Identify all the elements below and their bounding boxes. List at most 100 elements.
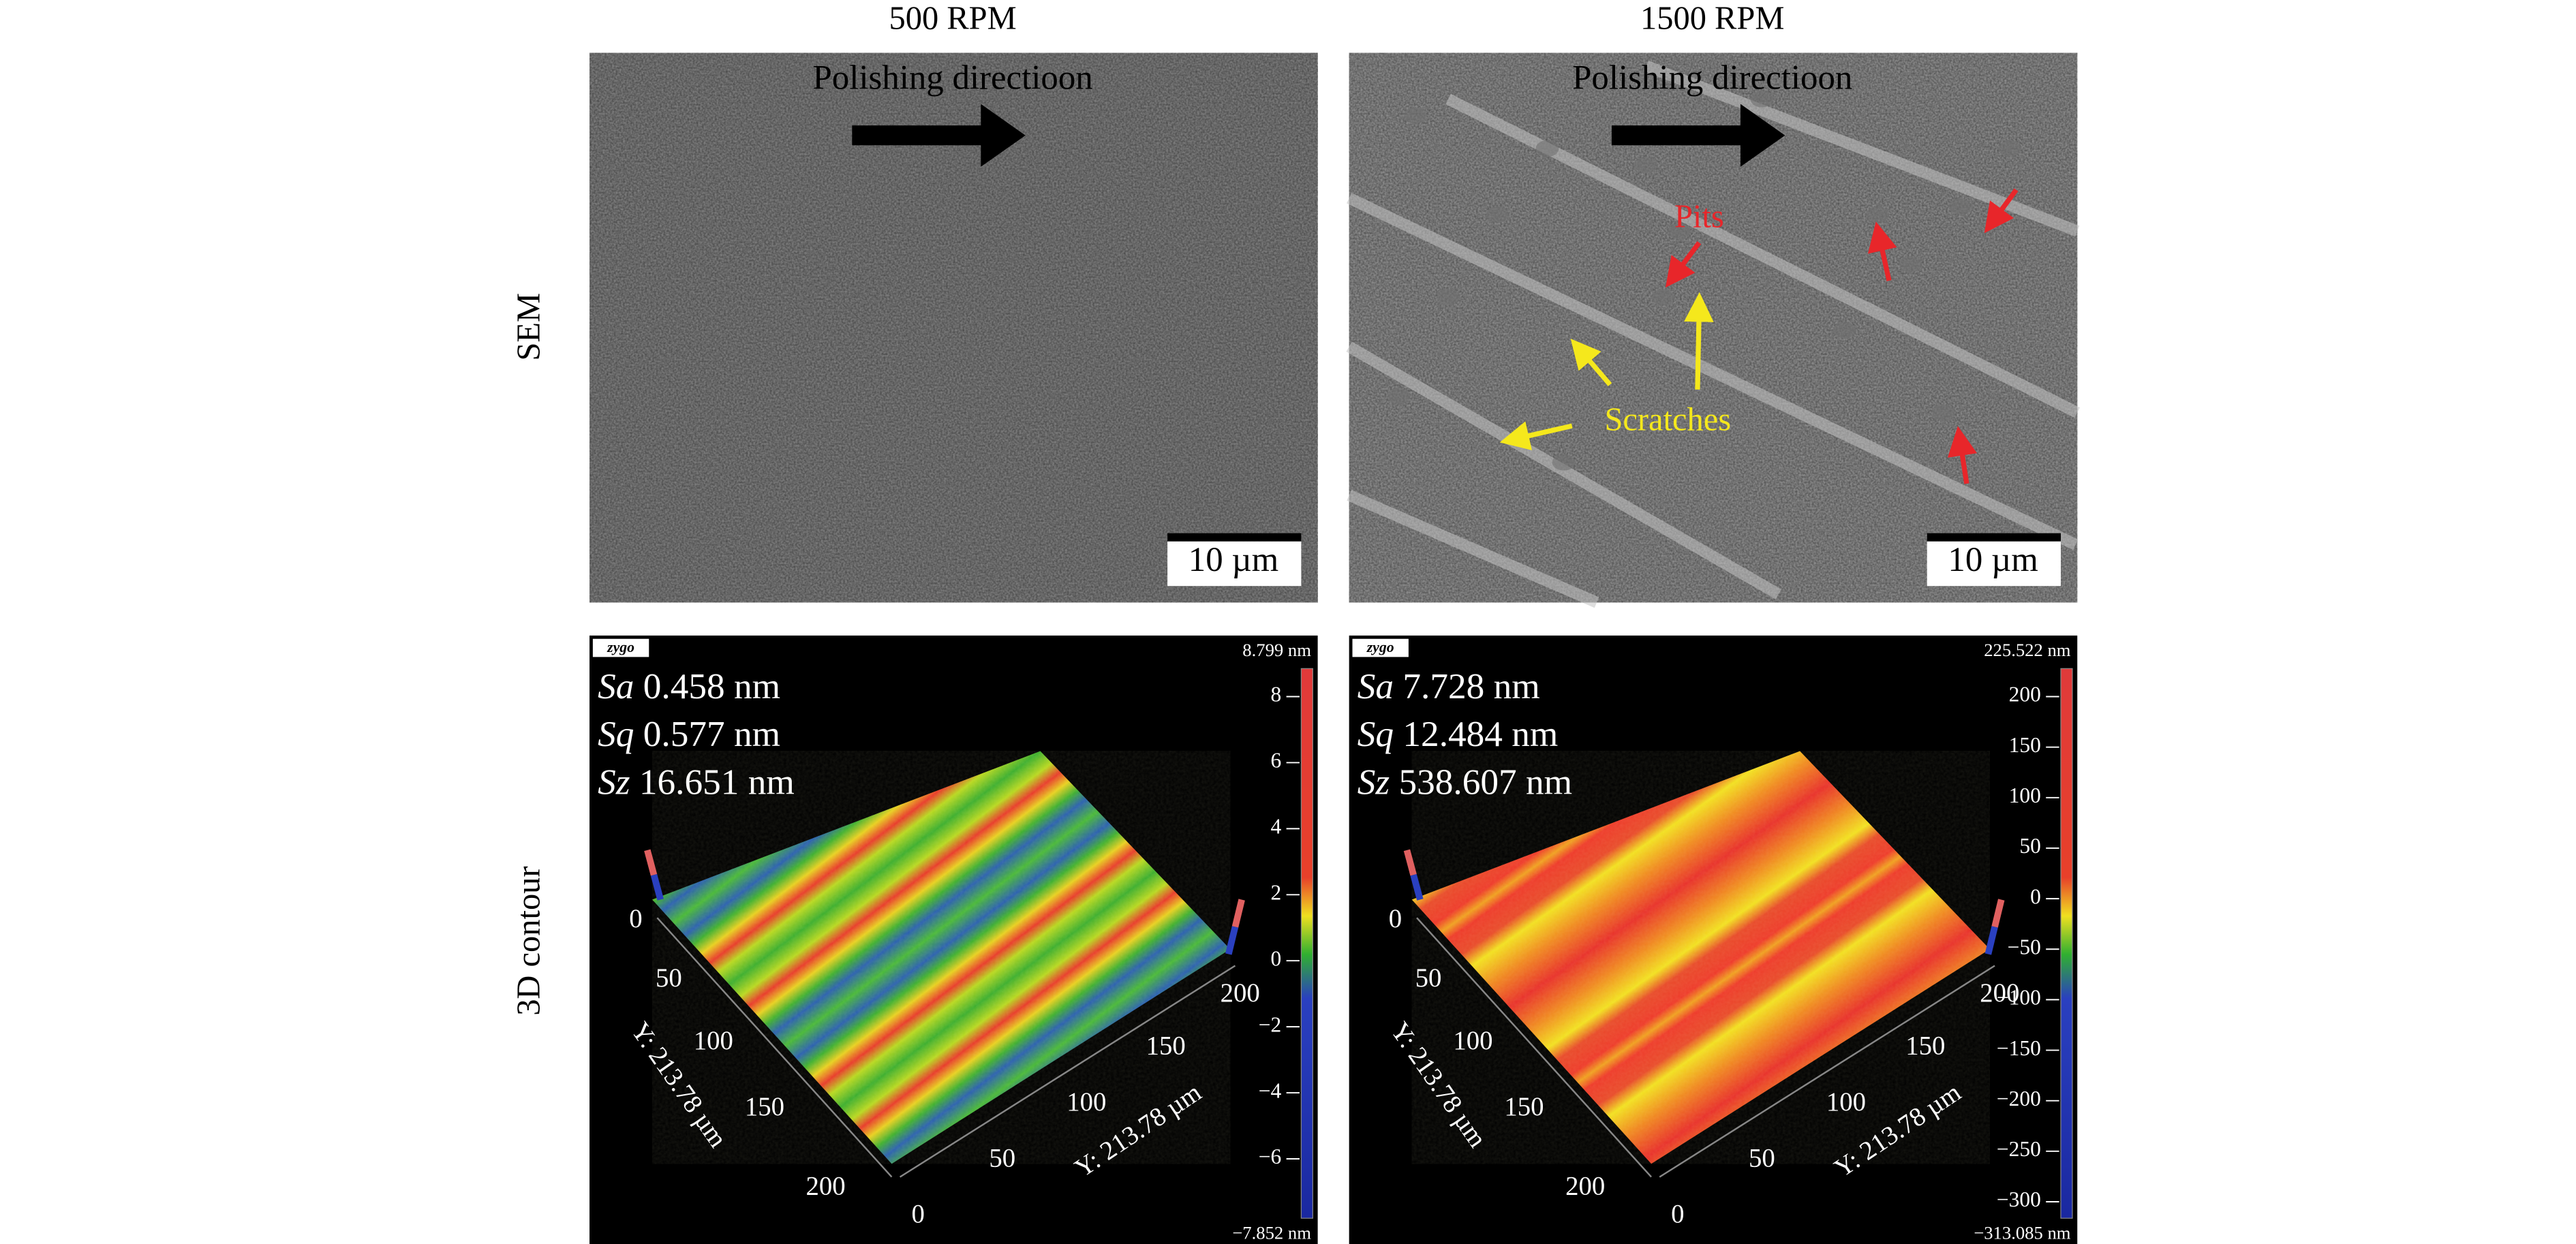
roughness-value: 16.651 nm: [639, 762, 795, 803]
color-bar: [2060, 668, 2073, 1219]
scale-box: [1167, 541, 1302, 587]
axis-tick-label: 0: [629, 904, 642, 933]
pit: [1651, 289, 1674, 306]
corner-post: [1410, 873, 1424, 901]
pit: [1866, 206, 1889, 223]
scratch-arrow: [1684, 292, 1714, 390]
axis-tick-label: 50: [1415, 963, 1442, 993]
scale-tick-label: −200: [1997, 1087, 2041, 1110]
scale-tick-label: −50: [2008, 935, 2041, 959]
axis-tick-label: 0: [1671, 1200, 1684, 1229]
axis-tick-label: 100: [694, 1026, 733, 1055]
scratch-arrow: [1499, 421, 1573, 450]
axis-tick-label: 50: [989, 1143, 1015, 1172]
scale-label: 10 µm: [1948, 541, 2038, 579]
scale-tick-label: 0: [2030, 884, 2041, 908]
axis-tick-label: 50: [1749, 1143, 1775, 1172]
roughness-param: Sz: [598, 762, 630, 803]
pit: [1634, 157, 1658, 174]
scale-tick-label: −100: [1997, 986, 2041, 1010]
axis-tick-label: 150: [1504, 1092, 1544, 1121]
scale-tick-label: −2: [1259, 1012, 1282, 1036]
scale-box: [1927, 541, 2061, 587]
roughness-label: Sa 7.728 nm: [1358, 666, 1540, 706]
scratch-streak: [1347, 193, 2079, 550]
pit: [1387, 388, 1411, 405]
direction-arrow: [852, 104, 1026, 167]
scale-tick-label: 150: [2009, 733, 2041, 757]
pit: [1552, 454, 1576, 471]
scale-bar: [1167, 533, 1302, 542]
scale-min: −313.085 nm: [1974, 1223, 2071, 1243]
roughness-param: Sq: [598, 714, 634, 754]
axis-tick-label: 100: [1826, 1087, 1866, 1117]
axis-tick-label: 200: [1565, 1171, 1605, 1200]
column-header: 1500 RPM: [1640, 1, 1784, 37]
axis-tick-label: 200: [1221, 978, 1260, 1008]
axis-tick-label: 200: [806, 1171, 845, 1200]
scale-max: 8.799 nm: [1242, 640, 1311, 660]
axis-line: [656, 917, 893, 1178]
row-label: SEM: [510, 293, 547, 361]
logo-box: [1352, 638, 1409, 657]
scale-tick-label: 4: [1271, 815, 1282, 839]
scale-tick-label: −6: [1259, 1145, 1282, 1168]
logo-box: [592, 638, 649, 657]
axis-tick-label: 100: [1453, 1026, 1492, 1055]
pit-arrow: [1947, 426, 1978, 484]
pit: [1833, 322, 1856, 339]
pit-arrow: [1665, 241, 1702, 288]
scale-tick-label: −250: [1997, 1137, 2041, 1161]
scale-bar: [1927, 533, 2061, 542]
axis-tick-label: 150: [1905, 1031, 1945, 1061]
surface-texture: [652, 751, 1231, 1164]
roughness-label: Sq 0.577 nm: [598, 714, 780, 754]
pit: [1997, 140, 2021, 157]
scale-tick-label: −4: [1259, 1078, 1282, 1102]
roughness-param: Sz: [1358, 762, 1390, 803]
pit: [1403, 107, 1427, 124]
corner-post: [644, 849, 658, 876]
scale-tick-label: −150: [1997, 1036, 2041, 1060]
sem-panel: Polishing directioon 10 µm Pits Scratches: [1346, 52, 2081, 608]
column-header: 500 RPM: [889, 1, 1017, 37]
corner-post: [1984, 926, 1998, 955]
corner-post: [1231, 899, 1245, 928]
corner-post: [650, 873, 664, 901]
axis-tick-label: 150: [745, 1092, 784, 1121]
pit-arrow: [1984, 188, 2019, 234]
scale-tick-label: 100: [2009, 783, 2041, 807]
axis-tick-label: 0: [912, 1200, 925, 1229]
direction-label: Polishing directioon: [1572, 59, 1852, 97]
roughness-label: Sz 538.607 nm: [1358, 762, 1572, 803]
roughness-param: Sq: [1358, 714, 1394, 754]
scale-tick-label: 0: [1271, 946, 1282, 970]
axis-line: [1659, 965, 1995, 1178]
roughness-value: 12.484 nm: [1402, 714, 1558, 754]
scale-tick-label: −300: [1997, 1187, 2041, 1211]
pit: [1535, 140, 1559, 157]
corner-post: [1991, 899, 2005, 928]
roughness-label: Sq 12.484 nm: [1358, 714, 1559, 754]
pit: [1948, 198, 1972, 215]
roughness-value: 0.577 nm: [643, 714, 780, 754]
axis-tick-label: 200: [1980, 978, 2019, 1008]
scale-tick-label: 2: [1271, 881, 1282, 905]
scratches-label: Scratches: [1604, 401, 1731, 437]
axis-tick-label: 0: [1389, 904, 1402, 933]
logo: zygo: [607, 639, 634, 655]
pits-label: Pits: [1674, 198, 1724, 234]
axis-tick-label: 100: [1067, 1087, 1106, 1117]
scratch-arrow: [1570, 339, 1612, 386]
scale-max: 225.522 nm: [1984, 640, 2071, 660]
corner-post: [1225, 926, 1239, 955]
roughness-value: 0.458 nm: [643, 666, 780, 706]
axis-line: [899, 965, 1236, 1178]
color-bar: [1300, 668, 1313, 1219]
pit: [1750, 91, 1774, 108]
axis-tick-label: 50: [656, 963, 682, 993]
surface-texture: [1411, 751, 1990, 1164]
scale-label: 10 µm: [1189, 541, 1278, 579]
